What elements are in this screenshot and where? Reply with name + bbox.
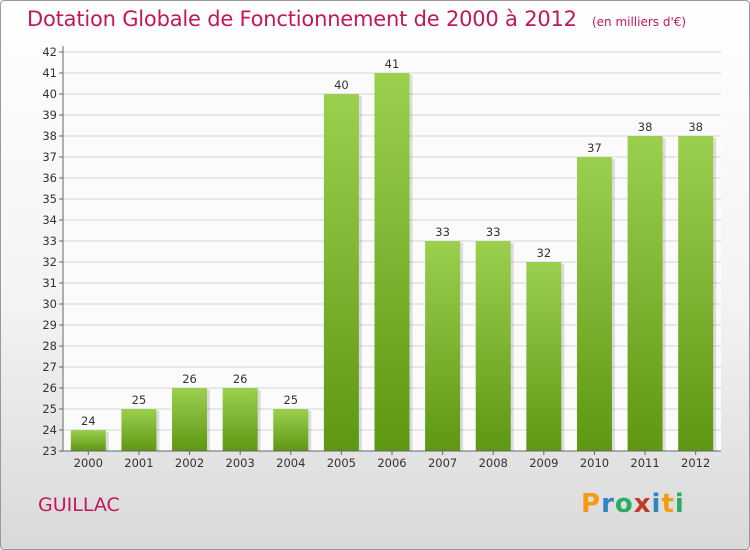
logo-letter: i [651, 489, 662, 519]
y-tick-label: 24 [42, 423, 57, 437]
bar [273, 409, 309, 451]
logo-letter: i [674, 489, 685, 519]
bar [526, 262, 562, 451]
unit-note: (en milliers d'€) [591, 15, 687, 29]
y-tick-label: 39 [42, 108, 57, 122]
y-tick-label: 27 [42, 360, 57, 374]
x-tick-label: 2004 [276, 456, 305, 470]
value-label: 40 [334, 78, 349, 92]
bar [121, 409, 157, 451]
value-label: 38 [688, 120, 703, 134]
x-tick-label: 2000 [74, 456, 103, 470]
y-tick-label: 30 [42, 297, 57, 311]
bar [576, 157, 612, 451]
x-tick-label: 2007 [428, 456, 457, 470]
bar [70, 430, 106, 451]
x-tick-label: 2001 [124, 456, 153, 470]
logo-letter: r [601, 489, 615, 519]
bar [678, 136, 714, 451]
value-label: 25 [283, 393, 298, 407]
y-tick-label: 41 [42, 66, 57, 80]
value-label: 24 [81, 414, 96, 428]
value-label: 33 [486, 225, 501, 239]
y-tick-label: 23 [42, 444, 57, 458]
bar [323, 94, 359, 451]
y-tick-label: 26 [42, 381, 57, 395]
x-tick-label: 2011 [630, 456, 659, 470]
y-tick-label: 33 [42, 234, 57, 248]
value-label: 26 [233, 372, 248, 386]
bar [222, 388, 258, 451]
logo-letter: t [661, 489, 675, 519]
x-tick-label: 2012 [681, 456, 710, 470]
value-label: 26 [182, 372, 197, 386]
value-label: 41 [385, 57, 400, 71]
y-tick-label: 25 [42, 402, 57, 416]
y-tick-label: 31 [42, 276, 57, 290]
y-tick-label: 36 [42, 171, 57, 185]
logo-letter: P [581, 489, 602, 519]
value-label: 37 [587, 141, 602, 155]
y-tick-label: 35 [42, 192, 57, 206]
commune-name: GUILLAC [38, 494, 120, 516]
value-label: 33 [435, 225, 450, 239]
bar [475, 241, 511, 451]
x-tick-label: 2010 [580, 456, 609, 470]
bar [172, 388, 208, 451]
y-tick-label: 29 [42, 318, 57, 332]
bar [374, 73, 410, 451]
x-tick-label: 2005 [327, 456, 356, 470]
value-label: 38 [638, 120, 653, 134]
y-tick-label: 38 [42, 129, 57, 143]
value-label: 25 [132, 393, 147, 407]
bar [627, 136, 663, 451]
x-tick-label: 2008 [479, 456, 508, 470]
y-tick-label: 32 [42, 255, 57, 269]
x-tick-label: 2006 [377, 456, 406, 470]
x-tick-label: 2003 [226, 456, 255, 470]
logo-letter: o [614, 489, 634, 519]
y-tick-label: 37 [42, 150, 57, 164]
logo-letter: x [633, 489, 652, 519]
proxiti-logo: Proxiti [581, 489, 685, 519]
chart-title: Dotation Globale de Fonctionnement de 20… [27, 7, 577, 31]
chart-title-block: Dotation Globale de Fonctionnement de 20… [27, 7, 686, 31]
y-tick-label: 28 [42, 339, 57, 353]
x-tick-label: 2009 [529, 456, 558, 470]
x-tick-label: 2002 [175, 456, 204, 470]
bar [425, 241, 461, 451]
y-tick-label: 40 [42, 87, 57, 101]
y-tick-label: 42 [42, 45, 57, 59]
y-tick-label: 34 [42, 213, 57, 227]
value-label: 32 [537, 246, 552, 260]
